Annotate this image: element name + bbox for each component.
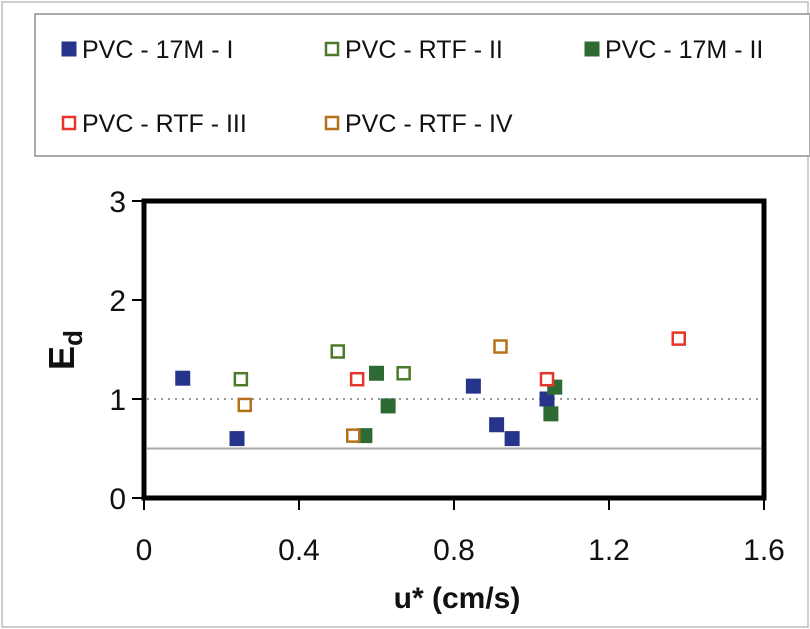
legend-label-0: PVC - 17M - I [82,36,233,64]
legend-marker-3 [61,115,77,131]
y-axis-title-main: E [41,346,82,370]
data-point-series-4 [237,397,252,413]
x-tick-label: 0.8 [433,534,475,567]
legend: PVC - 17M - I PVC - RTF - II PVC - 17M - I… [61,36,763,138]
data-point-series-0 [504,431,520,447]
x-tick-label: 0.4 [278,534,320,567]
y-axis-title: Ed [41,330,88,370]
y-tick-label: 0 [109,483,126,516]
data-point-series-1 [233,371,249,387]
data-point-series-4 [346,428,361,443]
data-point-series-1 [330,344,345,359]
legend-marker-0 [61,41,77,57]
data-point-series-3 [539,371,555,387]
legend-marker-2 [584,41,600,57]
legend-label-1: PVC - RTF - II [345,36,503,64]
data-point-series-3 [349,371,365,387]
svg-text:Ed: Ed [41,330,88,370]
data-point-series-0 [539,391,555,407]
reference-lines [147,398,761,450]
data-point-series-2 [380,398,396,414]
plot-area [141,198,767,501]
x-tick-label: 1.2 [588,534,630,567]
legend-label-2: PVC - 17M - II [605,36,763,64]
data-point-series-2 [369,365,384,381]
y-axis-title-sub: d [58,330,88,346]
data-point-series-4 [493,339,508,354]
data-points [175,331,686,447]
data-point-series-1 [396,366,411,381]
data-point-series-0 [229,431,245,447]
legend-marker-1 [324,41,340,57]
y-tick-label: 3 [109,186,126,219]
legend-marker-4 [324,115,340,131]
data-point-series-2 [543,406,559,422]
x-tick-label: 1.6 [743,534,785,567]
data-point-series-0 [175,370,191,386]
data-point-series-0 [465,378,481,394]
x-tick-label: 0 [136,534,153,567]
legend-label-4: PVC - RTF - IV [345,110,513,138]
y-tick-label: 1 [109,384,126,417]
data-point-series-3 [671,331,686,346]
legend-box [34,13,810,157]
y-tick-label: 2 [109,285,126,318]
axis-ticks: 0 1 2 3 0 0.4 0.8 1.2 1.6 [109,186,785,567]
legend-label-3: PVC - RTF - III [82,110,247,138]
x-axis-title: u* (cm/s) [394,582,521,615]
data-point-series-0 [489,417,505,433]
